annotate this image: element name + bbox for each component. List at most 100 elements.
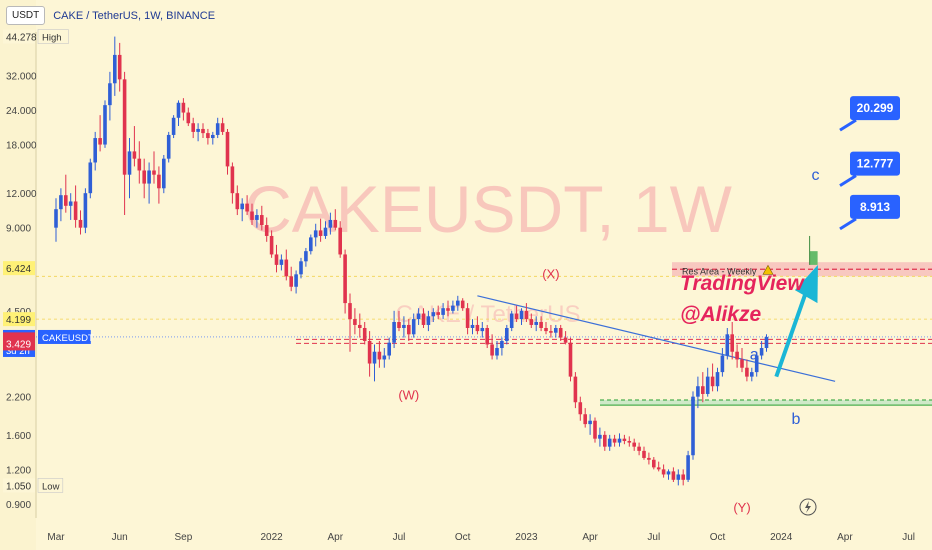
- price-tag-bg: [3, 336, 35, 351]
- candle-body: [157, 174, 161, 189]
- currency-toggle-button[interactable]: USDT: [6, 6, 46, 25]
- candle-body: [715, 372, 720, 387]
- candle-body: [617, 438, 622, 443]
- candle-body: [568, 342, 573, 377]
- warning-icon: [762, 264, 774, 275]
- candle-body: [485, 327, 489, 345]
- candle-body: [137, 158, 142, 171]
- x-tick-label: 2024: [770, 532, 793, 543]
- candle-body: [436, 312, 440, 315]
- candle-body: [132, 151, 137, 159]
- y-tick-label: 1.600: [6, 431, 31, 442]
- candle-body: [416, 313, 421, 320]
- candle-body: [186, 112, 191, 124]
- candle-body: [593, 420, 597, 439]
- candle-body: [304, 251, 308, 262]
- candle-body: [113, 54, 117, 84]
- candle-body: [764, 336, 769, 349]
- x-tick-label: Jul: [393, 532, 406, 543]
- candle-body: [367, 340, 372, 364]
- candle-body: [544, 327, 548, 332]
- candle-body: [460, 300, 465, 309]
- x-tick-label: Apr: [328, 532, 344, 543]
- candle-body: [191, 123, 195, 132]
- candle-body: [598, 434, 602, 439]
- candle-body: [103, 105, 107, 145]
- candle-body: [323, 227, 328, 236]
- price-tag-countdown: 3d 2h: [6, 346, 30, 357]
- price-tag-value: 3.429: [6, 339, 31, 350]
- support-zone: [600, 399, 932, 406]
- candle-body: [637, 446, 641, 451]
- candle-body: [456, 300, 460, 306]
- target-box: [850, 151, 900, 176]
- x-tick-label: 2023: [515, 532, 538, 543]
- x-tick-label: Mar: [47, 532, 65, 543]
- candle-body: [426, 316, 431, 325]
- candle-body: [382, 355, 387, 360]
- symbol-title: CAKE / TetherUS, 1W, BINANCE: [53, 9, 216, 22]
- y-tick-label: 1.200: [6, 465, 31, 476]
- candle-body: [441, 308, 445, 315]
- candle-body: [554, 327, 558, 333]
- candle-body: [127, 151, 132, 175]
- candle-body: [632, 442, 636, 447]
- candle-body: [500, 340, 504, 349]
- candle-body: [475, 324, 480, 332]
- x-tick-label: Oct: [710, 532, 726, 543]
- candle-body: [647, 457, 651, 460]
- candle-body: [83, 193, 88, 228]
- y-tick-label: 2.200: [6, 393, 31, 404]
- candle-body: [333, 219, 338, 228]
- watermark-subtitle: CAKE / TetherUS: [396, 301, 581, 328]
- candle-body: [573, 376, 578, 403]
- author-name: TradingView: [680, 272, 805, 295]
- candle-body: [446, 308, 450, 311]
- candle-body: [372, 351, 377, 364]
- candle-body: [206, 133, 210, 139]
- candle-body: [529, 319, 534, 325]
- candle-body: [68, 201, 73, 206]
- candle-body: [607, 438, 612, 447]
- candle-body: [166, 134, 171, 159]
- candle-body: [676, 474, 681, 480]
- candle-body: [362, 327, 367, 341]
- target-label: 20.299: [857, 101, 894, 115]
- candle-body: [274, 254, 279, 265]
- candle-body: [171, 117, 176, 135]
- candle-body: [740, 359, 744, 368]
- candle-body: [759, 348, 764, 356]
- candle-body: [451, 305, 455, 311]
- y-tick-label: 0.900: [6, 500, 31, 511]
- price-tag-value: 1.050: [6, 481, 31, 492]
- candle-body: [495, 348, 499, 356]
- x-tick-label: Jul: [647, 532, 660, 543]
- candle-body: [215, 123, 220, 135]
- target-label: 12.777: [857, 157, 894, 171]
- price-tag-value: 4.199: [6, 315, 31, 326]
- target-pointer: [839, 174, 857, 187]
- price-tag-bg: [3, 312, 35, 327]
- candle-body: [142, 170, 146, 184]
- candle-body: [318, 230, 323, 236]
- candle-body: [583, 414, 587, 425]
- candle-body: [509, 313, 514, 328]
- wave-label: a: [750, 346, 759, 363]
- candle-body: [407, 324, 411, 335]
- price-tag-extra-bg: [38, 329, 91, 344]
- candle-body: [108, 83, 112, 106]
- candle-body: [642, 450, 646, 458]
- candle-body: [260, 215, 264, 226]
- wave-label: (Y): [733, 500, 750, 515]
- candle-body: [309, 237, 313, 252]
- candle-body: [230, 166, 235, 194]
- x-tick-label: Jun: [112, 532, 128, 543]
- candle-body: [235, 193, 240, 210]
- candle-body: [117, 54, 122, 80]
- x-tick-label: Oct: [455, 532, 471, 543]
- candle-body: [750, 372, 754, 377]
- candle-body: [264, 225, 269, 236]
- x-tick-label: Apr: [837, 532, 853, 543]
- candle-body: [397, 321, 401, 328]
